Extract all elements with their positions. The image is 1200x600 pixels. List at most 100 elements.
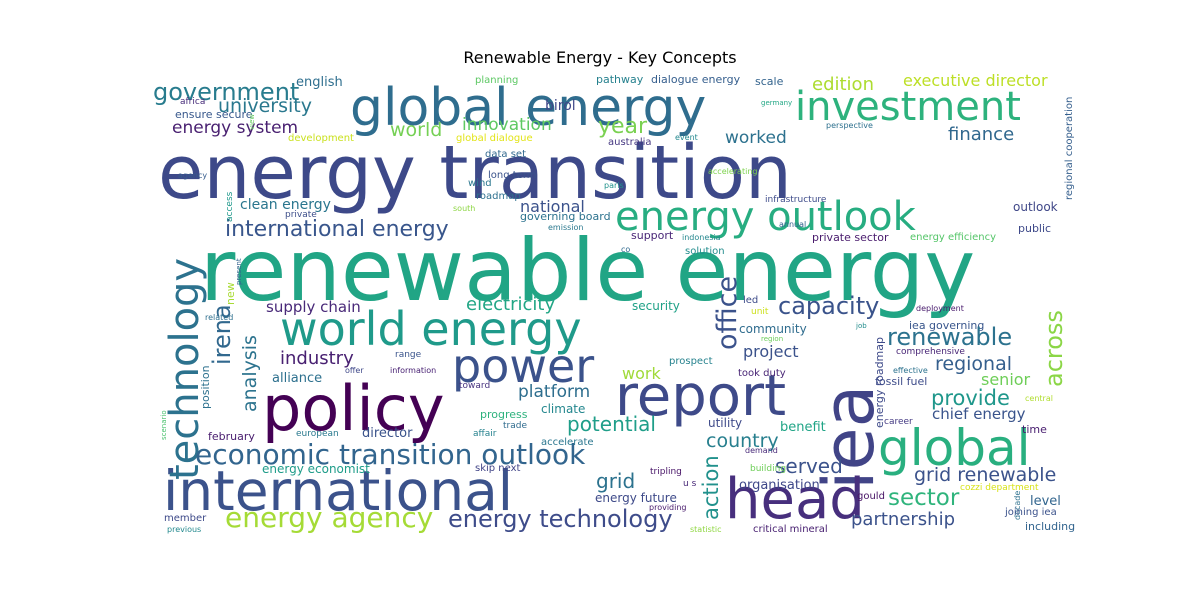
word-global-energy: global energy xyxy=(350,78,706,138)
word-power: power xyxy=(452,339,594,393)
word-pathway: pathway xyxy=(596,73,644,86)
word-outlook: outlook xyxy=(1013,200,1058,214)
word-grid-renewable: grid renewable xyxy=(914,464,1056,486)
word-scale: scale xyxy=(755,75,784,88)
word-support: support xyxy=(631,229,674,242)
word-policy: policy xyxy=(262,372,445,445)
word-toward: toward xyxy=(459,381,490,391)
word-statistic: statistic xyxy=(690,525,722,534)
word-previous: previous xyxy=(167,525,201,534)
word-security: security xyxy=(632,299,680,313)
word-cozzi-department: cozzi department xyxy=(960,483,1039,493)
word-international: international xyxy=(163,459,513,523)
word-deployment: deployment xyxy=(916,304,964,313)
word-grid: grid xyxy=(596,469,635,493)
word-international-energy: international energy xyxy=(225,217,449,242)
word-accelerate: accelerate xyxy=(541,437,594,448)
word-platform: platform xyxy=(518,382,590,402)
word-global-dialogue: global dialogue xyxy=(456,133,533,144)
word-supply-chain: supply chain xyxy=(266,298,361,316)
word-demand: demand xyxy=(745,446,778,455)
word-global: global xyxy=(878,419,1031,477)
word-government: government xyxy=(153,78,299,106)
word-technology: technology xyxy=(162,258,208,480)
word-trade: trade xyxy=(503,421,527,431)
word-sector: sector xyxy=(888,485,960,511)
word-fossil-fuel: fossil fuel xyxy=(875,375,927,388)
word-germany: germany xyxy=(761,99,792,107)
word-utility: utility xyxy=(708,416,742,430)
word-co: co xyxy=(621,245,630,254)
word-member: member xyxy=(164,513,207,524)
word-position: position xyxy=(199,365,212,409)
word-information: information xyxy=(390,366,436,375)
word-long-term: long term xyxy=(488,170,537,181)
word-director: director xyxy=(362,426,413,441)
word-energy-transition: energy transition xyxy=(158,130,792,216)
word-job: job xyxy=(855,322,867,330)
word-dialogue-energy: dialogue energy xyxy=(651,73,741,86)
word-perspective: perspective xyxy=(826,121,873,130)
word-benefit: benefit xyxy=(780,420,826,435)
word-iea: iea xyxy=(808,385,890,490)
word-across: across xyxy=(1040,310,1068,387)
word-building: building xyxy=(750,464,786,474)
word-english: english xyxy=(296,75,343,90)
word-private-sector: private sector xyxy=(812,231,889,244)
word-head: head xyxy=(725,467,865,532)
word-investment: investment xyxy=(795,84,1021,130)
chart-title: Renewable Energy - Key Concepts xyxy=(463,48,737,67)
word-energy-outlook: energy outlook xyxy=(615,194,917,240)
word-country: country xyxy=(706,430,779,452)
word-development: development xyxy=(288,133,354,144)
word-central: central xyxy=(1025,394,1053,403)
word-u-s: u s xyxy=(683,479,697,489)
word-south: south xyxy=(453,204,475,213)
word-ensure-secure: ensure secure xyxy=(175,108,253,121)
word-executive-director: executive director xyxy=(903,71,1048,90)
word-provide: provide xyxy=(931,386,1010,410)
word-agency: agency xyxy=(178,171,207,180)
word-irena: irena xyxy=(208,304,236,365)
word-unit: unit xyxy=(751,307,769,317)
word-renewable-energy: renewable energy xyxy=(200,221,975,321)
word-skip-next: skip next xyxy=(475,463,521,474)
word-year: year xyxy=(598,114,648,139)
word-effective: effective xyxy=(893,366,928,375)
word-critical-mineral: critical mineral xyxy=(753,524,828,535)
word-governing-board: governing board xyxy=(520,210,611,223)
word-partnership: partnership xyxy=(851,509,955,530)
word-national: national xyxy=(520,197,585,216)
word-tripling: tripling xyxy=(650,467,682,477)
word-work: work xyxy=(622,364,661,383)
word-analysis: analysis xyxy=(239,335,261,412)
word-action: action xyxy=(699,455,723,520)
word-iea-governing: iea governing xyxy=(909,319,984,332)
word-including: including xyxy=(1025,520,1075,533)
word-energy-roadmap: energy roadmap xyxy=(873,337,886,428)
word-related: related xyxy=(205,313,233,322)
word-clean-energy: clean energy xyxy=(240,197,331,213)
word-energy-economist: energy economist xyxy=(262,462,370,476)
word-office: office xyxy=(712,276,743,350)
word-alliance: alliance xyxy=(272,371,322,386)
word-private: private xyxy=(285,210,317,220)
word-event: event xyxy=(675,133,698,142)
word-accelerating: accelerating xyxy=(708,167,757,176)
word-edition: edition xyxy=(812,74,874,95)
word-infrastructure: infrastructure xyxy=(765,195,827,205)
word-european: european xyxy=(296,429,339,439)
word-paris: paris xyxy=(604,181,624,190)
word-february: february xyxy=(208,430,255,443)
word-worked: worked xyxy=(725,128,787,148)
word-climate: climate xyxy=(541,402,585,416)
word-region: region xyxy=(761,335,783,343)
word-chief-energy: chief energy xyxy=(932,405,1026,423)
word-providing: providing xyxy=(649,503,687,512)
word-industry: industry xyxy=(280,348,354,369)
word-world-energy: world energy xyxy=(280,302,582,356)
word-electricity: electricity xyxy=(466,294,555,315)
word-data-set: data set xyxy=(485,149,526,160)
word-roadmap: roadmap xyxy=(476,191,521,202)
